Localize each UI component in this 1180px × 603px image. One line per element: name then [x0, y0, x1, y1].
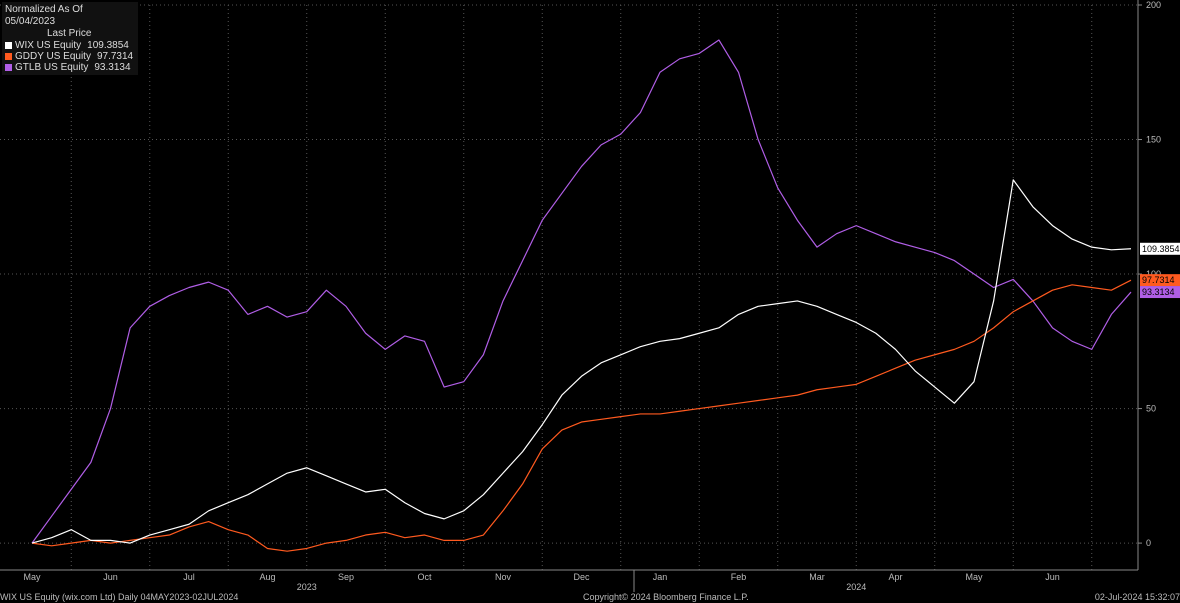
- x-tick-label: Oct: [417, 572, 432, 582]
- x-tick-label: Sep: [338, 572, 354, 582]
- series-line: [31, 39, 1132, 544]
- footer-security: WIX US Equity (wix.com Ltd) Daily 04MAY2…: [0, 592, 239, 602]
- x-tick-label: Jun: [103, 572, 118, 582]
- x-tick-label: Jan: [653, 572, 668, 582]
- x-tick-label: Jul: [183, 572, 195, 582]
- x-tick-label: Mar: [809, 572, 825, 582]
- x-tick-label: May: [965, 572, 983, 582]
- x-tick-label: Nov: [495, 572, 512, 582]
- footer-timestamp: 02-Jul-2024 15:32:07: [1094, 592, 1180, 602]
- series-line: [31, 279, 1132, 552]
- legend-entry: WIX US Equity 109.3854: [5, 40, 135, 51]
- footer-copyright: Copyright© 2024 Bloomberg Finance L.P.: [583, 592, 749, 602]
- x-tick-label: Apr: [888, 572, 902, 582]
- y-tick-label: 100: [1146, 269, 1161, 279]
- legend-series-name: WIX US Equity: [15, 40, 82, 51]
- last-value-label: 109.3854: [1142, 244, 1180, 254]
- last-value-tag: [1140, 274, 1180, 287]
- chart-grid: [0, 4, 1138, 570]
- legend-series-value: 97.7314: [96, 51, 134, 62]
- x-tick-label: Feb: [731, 572, 747, 582]
- chart-legend: Normalized As Of 05/04/2023 Last Price W…: [2, 2, 138, 75]
- last-value-tags: 109.3854 97.7314 93.3134: [1140, 242, 1180, 299]
- y-axis: 0 50 100 150 200: [1137, 0, 1161, 570]
- legend-series-name: GDDY US Equity: [15, 51, 91, 62]
- last-value-tag: [1140, 242, 1180, 255]
- x-tick-label: May: [23, 572, 41, 582]
- series-lines: [31, 39, 1132, 552]
- legend-series-name: GTLB US Equity: [15, 62, 89, 73]
- y-tick-label: 200: [1146, 0, 1161, 10]
- last-value-label: 97.7314: [1142, 275, 1175, 285]
- x-tick-label: Jun: [1045, 572, 1060, 582]
- legend-swatch: [5, 42, 12, 49]
- legend-entry: GDDY US Equity 97.7314: [5, 51, 135, 62]
- x-axis: May Jun Jul Aug Sep Oct Nov Dec Jan Feb Mar Apr May J…: [0, 569, 1138, 592]
- legend-entry: GTLB US Equity 93.3134: [5, 62, 135, 73]
- legend-swatch: [5, 53, 12, 60]
- last-value-tag: [1140, 286, 1180, 299]
- last-value-label: 93.3134: [1142, 287, 1175, 297]
- series-line: [31, 179, 1132, 544]
- x-tick-label: Dec: [573, 572, 590, 582]
- legend-swatch: [5, 64, 12, 71]
- legend-series-value: 109.3854: [87, 40, 129, 51]
- legend-header: Normalized As Of 05/04/2023: [5, 4, 83, 27]
- x-tick-label: Aug: [259, 572, 275, 582]
- x-year-label: 2024: [846, 582, 866, 592]
- y-tick-label: 50: [1146, 404, 1156, 414]
- y-tick-label: 0: [1146, 538, 1151, 548]
- x-year-label: 2023: [297, 582, 317, 592]
- y-tick-label: 150: [1146, 135, 1161, 145]
- legend-series-value: 93.3134: [94, 62, 131, 73]
- legend-subheader: Last Price: [47, 28, 92, 39]
